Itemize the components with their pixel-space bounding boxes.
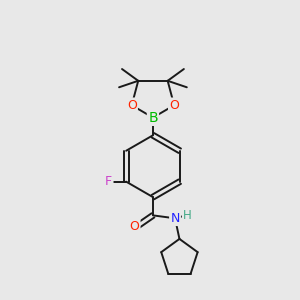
Text: B: B (148, 111, 158, 124)
Text: N: N (170, 212, 180, 225)
Text: F: F (105, 175, 112, 188)
Text: O: O (130, 220, 139, 233)
Text: H: H (183, 209, 192, 223)
Text: O: O (127, 99, 137, 112)
Text: O: O (169, 99, 179, 112)
